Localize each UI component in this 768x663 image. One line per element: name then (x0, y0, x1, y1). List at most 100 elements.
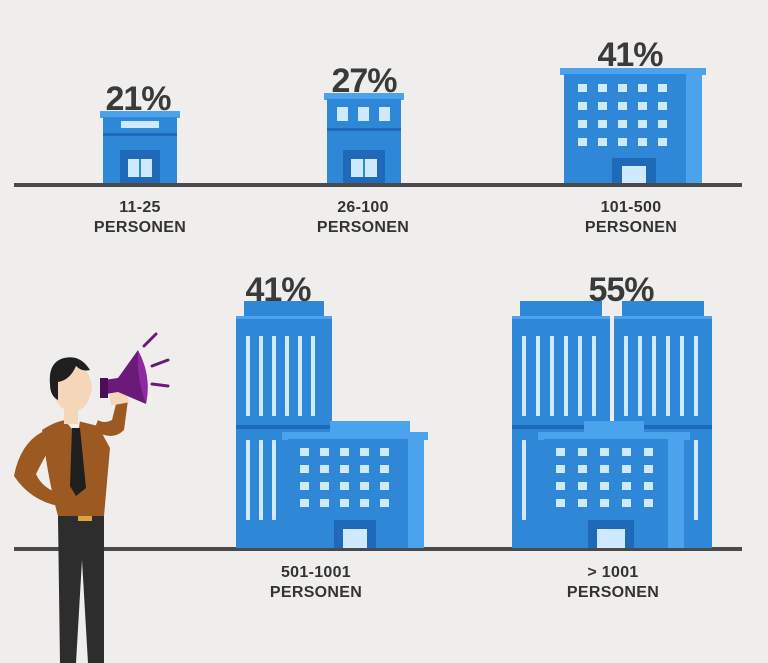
category-label-line1: 501-1001 (280, 564, 352, 581)
building-window-strip (536, 336, 540, 416)
building-window (618, 138, 627, 146)
building-window (638, 138, 647, 146)
building-window (618, 120, 627, 128)
building-window (600, 482, 609, 490)
building-window (578, 499, 587, 507)
building-501-1001 (236, 301, 428, 548)
building-window (658, 138, 667, 146)
building-window (644, 499, 653, 507)
building-window (578, 482, 587, 490)
building-window-strip (246, 440, 250, 520)
building-window (360, 448, 369, 456)
ground-line-bottom (14, 547, 742, 551)
category-label-line2: PERSONEN (269, 584, 363, 601)
building-window (598, 84, 607, 92)
building-window (598, 102, 607, 110)
building-window (600, 499, 609, 507)
building-26-100 (324, 93, 404, 183)
building-window-strip (624, 336, 628, 416)
building-window (622, 499, 631, 507)
building-window (578, 448, 587, 456)
building-window (320, 482, 329, 490)
building-window-strip (652, 336, 656, 416)
building-window (578, 84, 587, 92)
building-window (360, 499, 369, 507)
value-label-over-1001: 55% (588, 271, 654, 309)
category-label-over-1001: > 1001 PERSONEN (533, 563, 693, 603)
building-window (300, 448, 309, 456)
building-window (622, 482, 631, 490)
building-window (556, 465, 565, 473)
building-window-strip (259, 336, 263, 416)
value-label-11-25: 21% (105, 80, 171, 118)
building-window-strip (311, 336, 315, 416)
building-window (320, 499, 329, 507)
building-window (578, 138, 587, 146)
building-window-strip (564, 336, 568, 416)
category-label-26-100: 26-100 PERSONEN (283, 198, 443, 238)
category-label-line1: 11-25 (119, 199, 161, 216)
building-window (300, 499, 309, 507)
building-window-strip (680, 336, 684, 416)
building-11-25 (100, 111, 180, 183)
building-window (320, 448, 329, 456)
building-window (340, 448, 349, 456)
value-label-101-500: 41% (597, 36, 663, 74)
building-window (300, 482, 309, 490)
building-window-strip (694, 336, 698, 416)
building-window-strip (592, 336, 596, 416)
category-label-line2: PERSONEN (584, 219, 678, 236)
building-window (380, 482, 389, 490)
building-window (644, 465, 653, 473)
building-window-strip (272, 336, 276, 416)
building-window (658, 84, 667, 92)
category-label-line2: PERSONEN (93, 219, 187, 236)
building-window (644, 448, 653, 456)
building-window (556, 448, 565, 456)
man-with-megaphone-icon (14, 332, 170, 663)
building-window-strip (522, 440, 526, 520)
building-window (638, 120, 647, 128)
value-label-26-100: 27% (331, 62, 397, 100)
category-label-101-500: 101-500 PERSONEN (551, 198, 711, 238)
building-window-strip (638, 336, 642, 416)
building-window-strip (285, 336, 289, 416)
ground-line-top (14, 183, 742, 187)
building-window (556, 482, 565, 490)
building-window (380, 499, 389, 507)
building-window (300, 465, 309, 473)
building-window (340, 482, 349, 490)
building-window (622, 465, 631, 473)
building-window (360, 465, 369, 473)
building-window (380, 448, 389, 456)
building-window (658, 120, 667, 128)
building-window-strip (298, 336, 302, 416)
building-window (320, 465, 329, 473)
building-window (598, 120, 607, 128)
building-window-strip (694, 440, 698, 520)
building-window (600, 465, 609, 473)
category-label-line1: > 1001 (587, 564, 639, 581)
building-window (638, 102, 647, 110)
building-window (380, 465, 389, 473)
building-window (556, 499, 565, 507)
building-window-strip (259, 440, 263, 520)
building-window-strip (272, 440, 276, 520)
category-label-line1: 26-100 (337, 199, 389, 216)
building-window (578, 102, 587, 110)
building-window (600, 448, 609, 456)
category-label-line1: 101-500 (600, 199, 662, 216)
building-window-strip (246, 336, 250, 416)
building-window-strip (522, 336, 526, 416)
value-label-501-1001: 41% (245, 271, 311, 309)
category-label-line2: PERSONEN (316, 219, 410, 236)
building-window (658, 102, 667, 110)
building-over-1001 (512, 301, 712, 548)
building-window-strip (578, 336, 582, 416)
category-label-501-1001: 501-1001 PERSONEN (236, 563, 396, 603)
building-window (360, 482, 369, 490)
building-window (618, 84, 627, 92)
building-window (578, 120, 587, 128)
category-label-11-25: 11-25 PERSONEN (60, 198, 220, 238)
